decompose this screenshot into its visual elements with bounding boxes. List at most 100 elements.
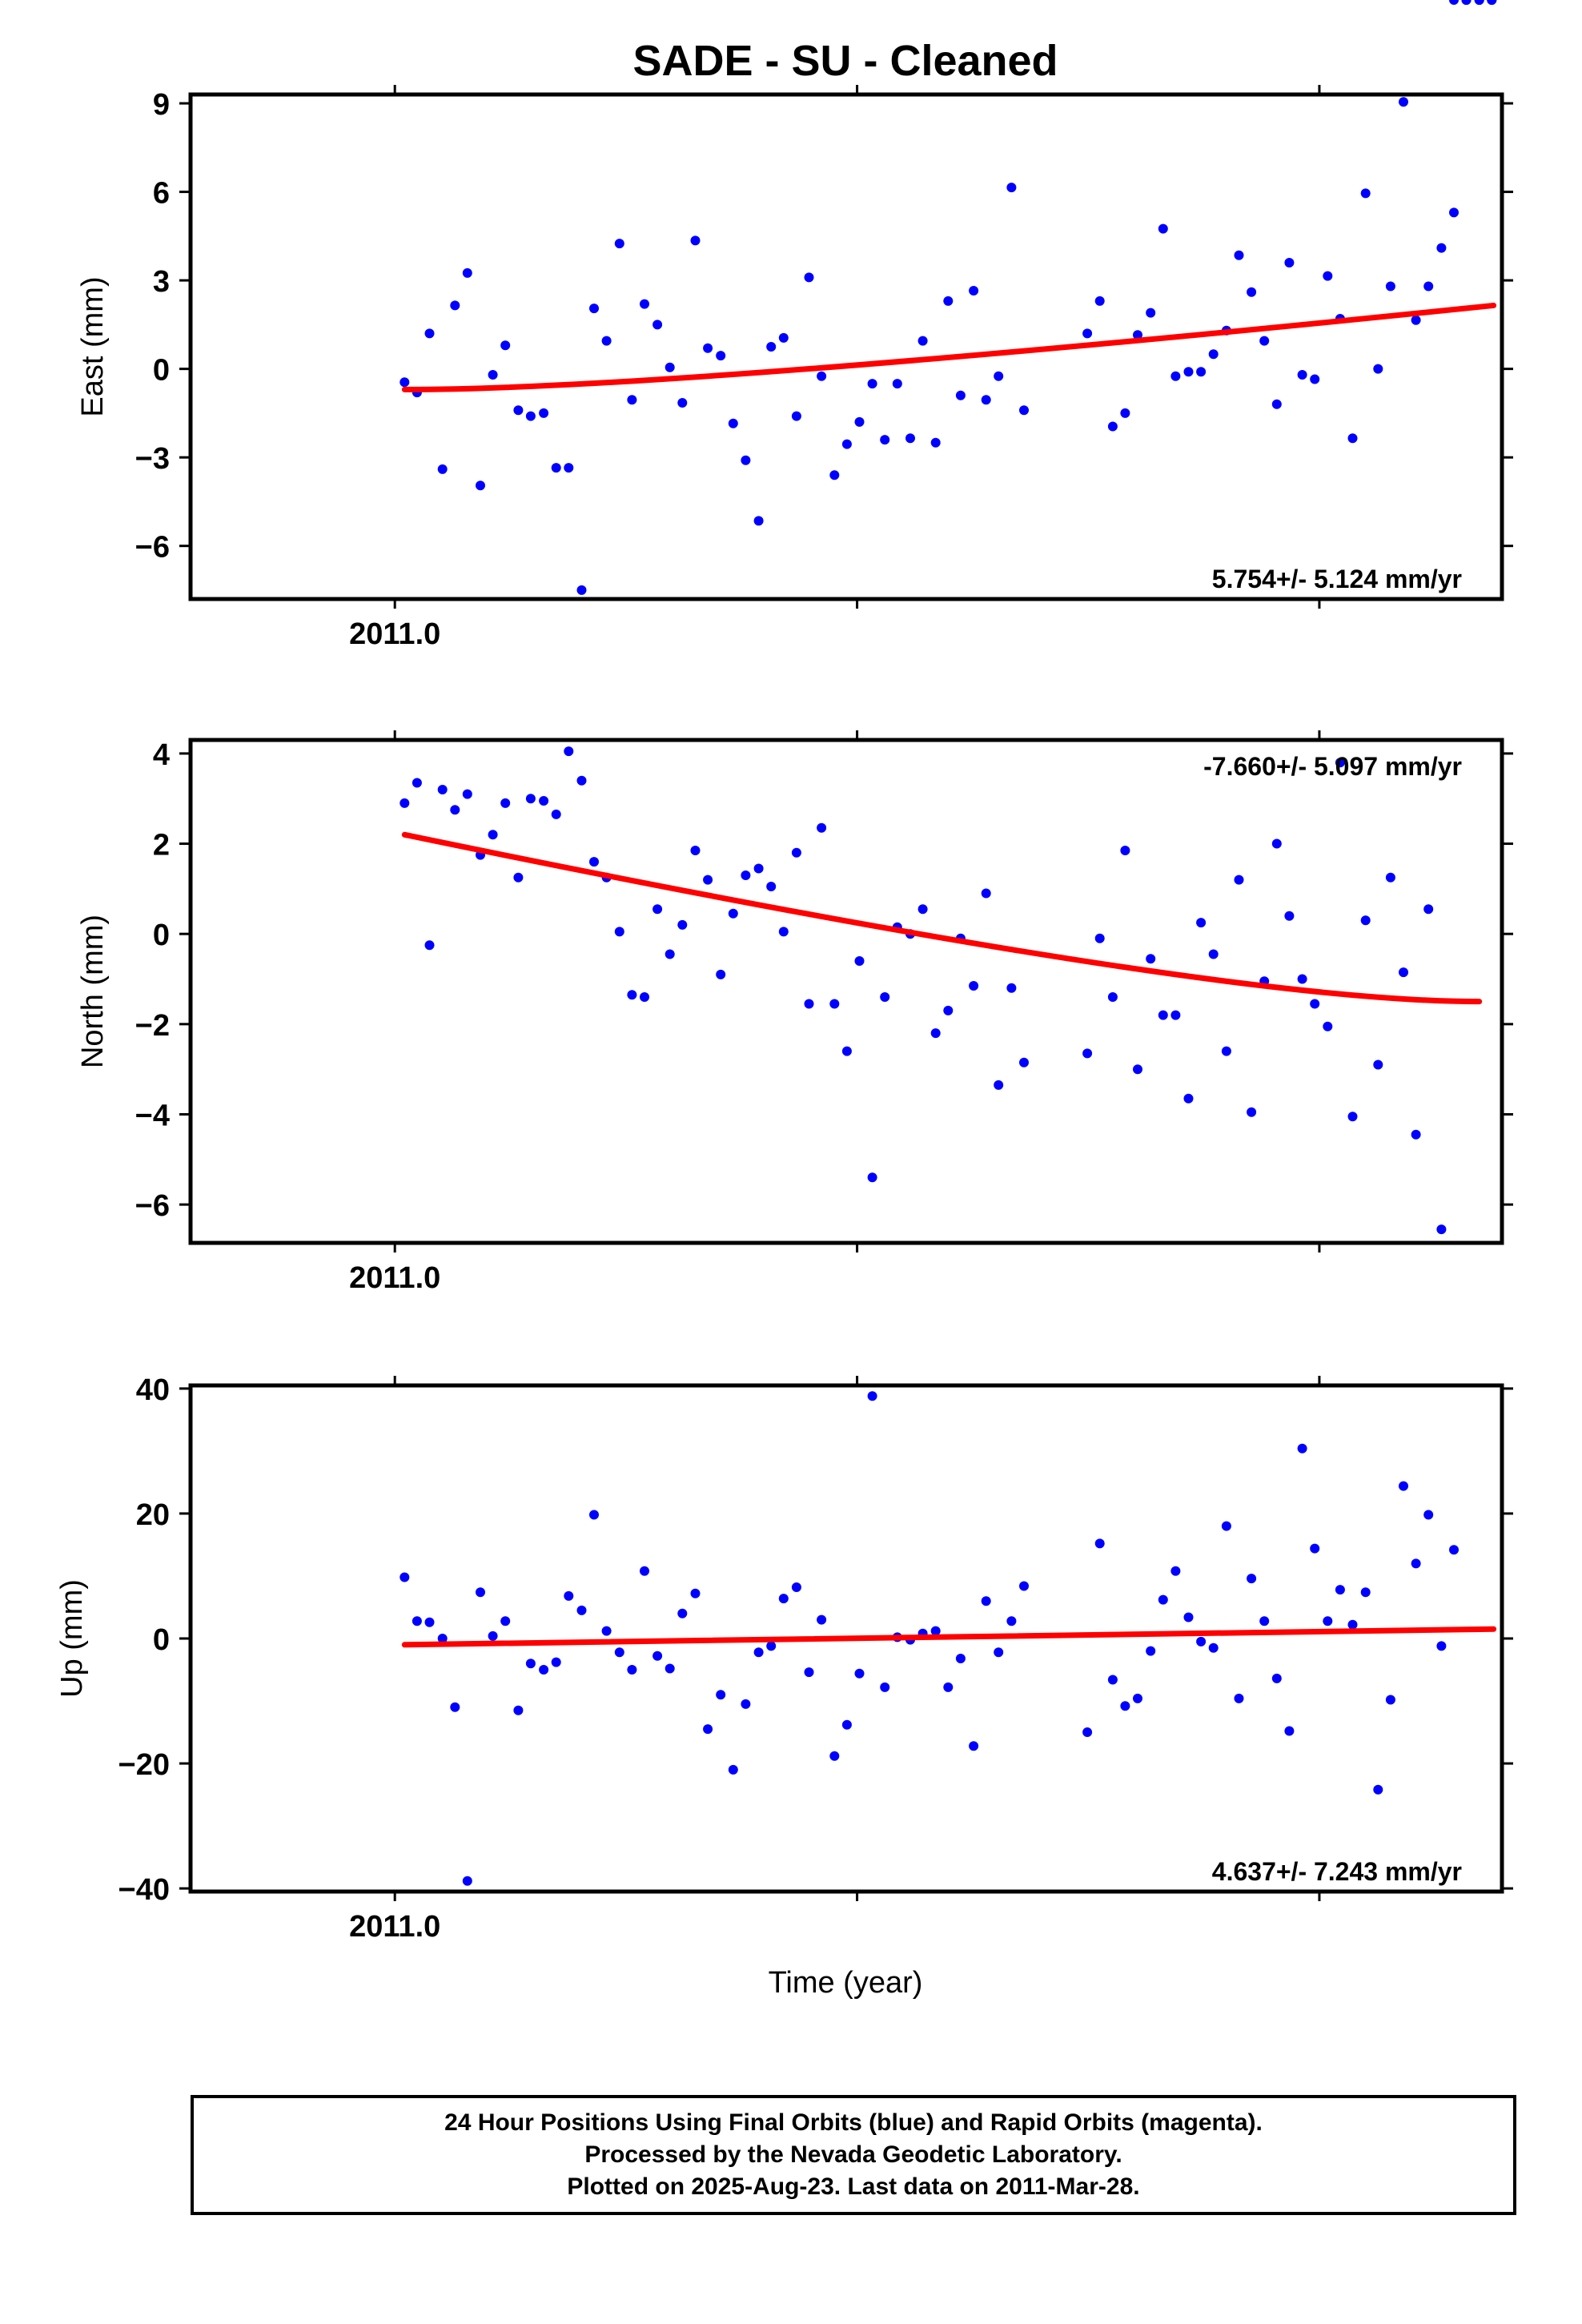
data-point <box>1019 405 1029 416</box>
data-point <box>500 798 511 808</box>
data-point <box>753 863 764 874</box>
data-point <box>1284 258 1295 267</box>
data-point <box>476 1587 485 1598</box>
data-point <box>1474 0 1484 5</box>
data-point <box>1411 315 1421 325</box>
data-point <box>1271 399 1282 409</box>
data-point <box>450 300 460 311</box>
data-point <box>854 956 865 966</box>
data-point <box>513 872 524 883</box>
data-point <box>1146 308 1156 318</box>
data-point <box>1284 1726 1295 1736</box>
data-point <box>1360 1587 1371 1598</box>
data-point <box>652 320 663 330</box>
data-point <box>969 981 979 991</box>
data-point <box>930 1028 941 1039</box>
y-tick-label-up: 0 <box>153 1623 170 1657</box>
panel-east: −6 −3 0 3 6 9 2011.0 East (mm) 5.754+/- 5.124 mm… <box>76 0 1513 651</box>
trend-line-up <box>401 1626 1497 1648</box>
data-point <box>917 904 928 915</box>
data-point <box>829 470 840 480</box>
data-point <box>703 1724 713 1735</box>
y-tick-label-up: −40 <box>118 1873 170 1907</box>
data-point <box>1423 1510 1434 1520</box>
data-point <box>601 1626 612 1636</box>
data-point <box>804 272 814 283</box>
y-tick-label-up: 40 <box>136 1373 170 1407</box>
data-point <box>841 439 852 449</box>
data-point <box>1487 0 1497 5</box>
data-point <box>665 1663 675 1674</box>
data-point <box>880 1682 890 1692</box>
data-point <box>1158 223 1168 234</box>
data-point <box>728 908 738 919</box>
data-point <box>994 1647 1004 1658</box>
data-point <box>677 919 688 930</box>
data-point <box>424 940 435 951</box>
data-point <box>525 1659 536 1669</box>
data-point <box>564 746 574 757</box>
data-point <box>1107 992 1118 1002</box>
data-point <box>728 1764 738 1775</box>
data-point <box>969 1741 979 1751</box>
data-point <box>880 435 890 445</box>
data-point <box>627 1665 637 1675</box>
chart-title: SADE - SU - Cleaned <box>632 37 1058 85</box>
caption-line-2: Processed by the Nevada Geodetic Laborat… <box>584 2141 1122 2168</box>
data-point <box>1019 1581 1029 1591</box>
data-point <box>1234 875 1244 885</box>
data-point <box>1247 1574 1257 1584</box>
y-tick-label-east: −3 <box>135 442 170 476</box>
data-point <box>716 351 726 361</box>
data-point <box>1449 1545 1459 1555</box>
data-point <box>741 455 751 465</box>
y-tick-label-north: 2 <box>153 829 170 862</box>
data-point <box>778 332 789 343</box>
data-point <box>539 796 549 806</box>
data-point <box>829 1751 840 1761</box>
data-point <box>1006 983 1017 993</box>
data-point <box>1449 207 1459 218</box>
data-point <box>437 785 448 794</box>
data-point <box>741 870 751 880</box>
data-point <box>892 379 902 389</box>
data-point <box>450 805 460 815</box>
data-point <box>716 1690 726 1700</box>
data-point <box>955 390 966 400</box>
data-point <box>640 1566 649 1576</box>
data-point <box>1271 1673 1282 1683</box>
data-point <box>867 1172 877 1183</box>
data-point <box>1133 1693 1142 1703</box>
data-point <box>1385 1695 1395 1705</box>
data-point <box>437 1634 448 1643</box>
data-point <box>1234 1693 1244 1703</box>
data-point <box>741 1699 751 1709</box>
data-point <box>551 463 561 473</box>
data-point <box>817 371 827 381</box>
data-point <box>703 875 713 885</box>
data-point <box>1094 1538 1105 1549</box>
data-point <box>854 1668 865 1679</box>
data-point <box>614 239 624 249</box>
caption-box: 24 Hour Positions Using Final Orbits (bl… <box>191 2095 1516 2215</box>
data-point <box>652 904 663 915</box>
data-point <box>677 398 688 408</box>
data-point <box>1107 1675 1118 1685</box>
y-tick-label-east: 0 <box>153 354 170 388</box>
y-tick-label-east: −6 <box>135 531 170 565</box>
data-point <box>1208 349 1219 360</box>
data-point <box>1360 915 1371 926</box>
data-point <box>589 304 599 314</box>
data-point <box>791 1582 801 1592</box>
data-point <box>1373 1784 1383 1795</box>
data-point <box>1208 949 1219 959</box>
data-point <box>1170 371 1181 381</box>
data-point <box>829 999 840 1009</box>
caption-line-1: 24 Hour Positions Using Final Orbits (bl… <box>444 2109 1263 2136</box>
data-point <box>614 927 624 937</box>
data-point <box>1284 911 1295 921</box>
points-up <box>400 0 1497 1886</box>
data-point <box>589 1510 599 1520</box>
data-point <box>476 480 485 491</box>
